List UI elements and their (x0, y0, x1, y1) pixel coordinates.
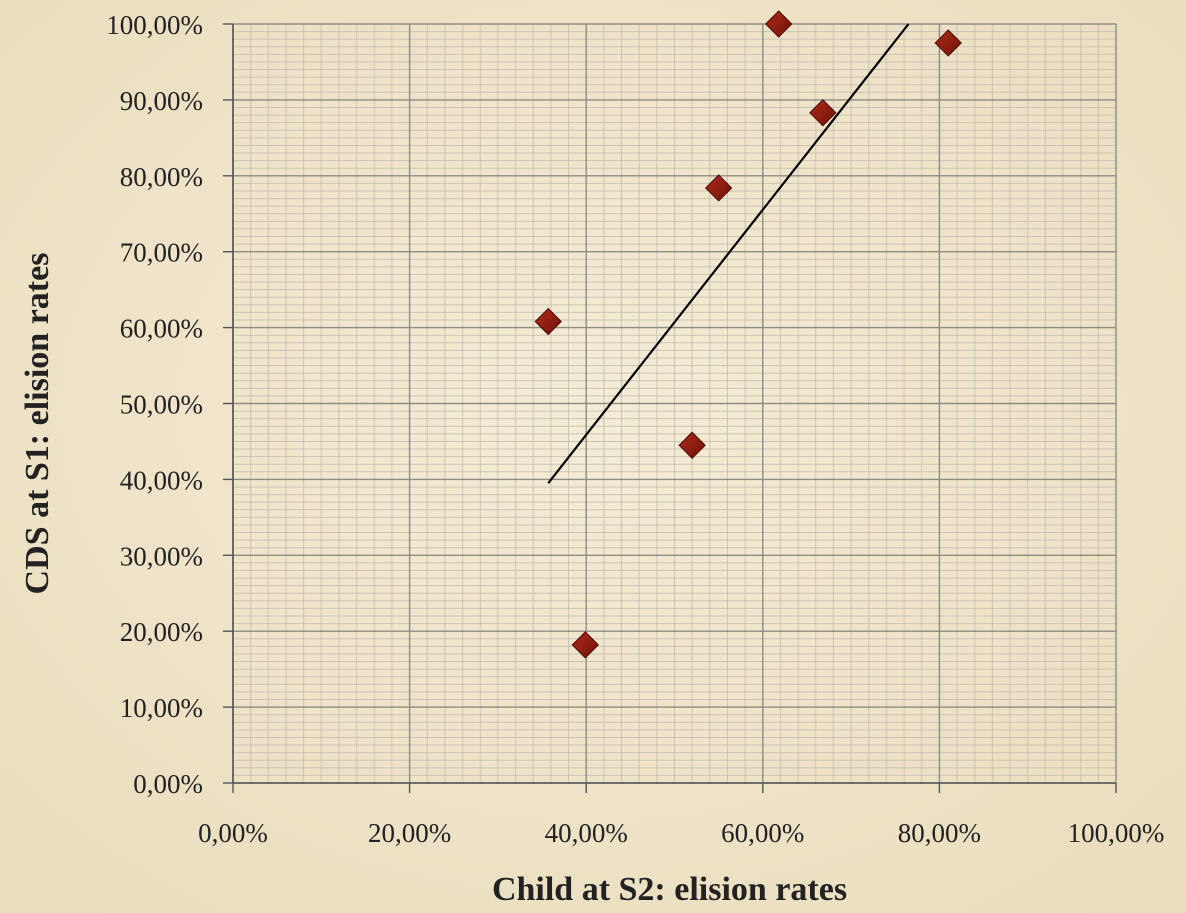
x-axis-title: Child at S2: elision rates (492, 871, 847, 908)
data-point (571, 631, 600, 659)
data-point (678, 431, 706, 459)
data-point (809, 99, 837, 127)
y-tick-label: 20,00% (120, 617, 203, 647)
data-point (704, 174, 733, 202)
y-tick-labels: 0,00% 10,00% 20,00% 30,00% 40,00% 50,00% 60,00… (106, 10, 233, 799)
data-point (934, 29, 962, 57)
y-axis-title: CDS at S1: elision rates (19, 253, 56, 595)
data-point (764, 10, 793, 38)
y-tick-label: 90,00% (120, 86, 203, 116)
x-tick-label: 80,00% (898, 818, 981, 848)
x-tick-label: 60,00% (721, 818, 804, 848)
y-tick-label: 100,00% (106, 10, 203, 40)
x-tick-labels: 0,00% 20,00% 40,00% 60,00% 80,00% 100,00% (198, 783, 1164, 848)
y-tick-label: 40,00% (120, 465, 203, 495)
y-tick-label: 10,00% (120, 693, 203, 723)
y-tick-label: 80,00% (120, 162, 203, 192)
data-point (534, 307, 562, 336)
trendline (547, 23, 910, 484)
x-tick-label: 100,00% (1068, 818, 1165, 848)
y-tick-label: 50,00% (120, 390, 203, 420)
x-tick-label: 0,00% (198, 818, 268, 848)
x-tick-label: 20,00% (368, 818, 451, 848)
x-tick-label: 40,00% (545, 818, 628, 848)
data-points (534, 10, 962, 659)
y-tick-label: 30,00% (120, 541, 203, 571)
trendline-group (547, 23, 910, 484)
y-tick-label: 0,00% (133, 769, 203, 799)
y-tick-label: 60,00% (120, 314, 203, 344)
y-tick-label: 70,00% (120, 238, 203, 268)
